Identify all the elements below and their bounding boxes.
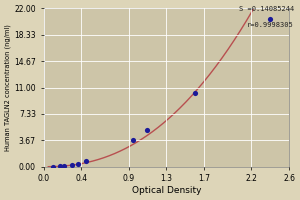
Point — [84, 160, 88, 163]
X-axis label: Optical Density: Optical Density — [132, 186, 201, 195]
Point — [70, 164, 74, 167]
Text: r=0.9998305: r=0.9998305 — [247, 22, 294, 28]
Point — [62, 164, 67, 168]
Text: S =0.14085244: S =0.14085244 — [239, 6, 294, 12]
Point — [145, 128, 150, 131]
Point — [51, 165, 56, 168]
Point — [131, 139, 136, 142]
Point — [57, 165, 62, 168]
Point — [192, 91, 197, 94]
Point — [76, 162, 81, 166]
Y-axis label: Human TAGLN2 concentration (ng/ml): Human TAGLN2 concentration (ng/ml) — [5, 24, 11, 151]
Point — [268, 18, 273, 21]
